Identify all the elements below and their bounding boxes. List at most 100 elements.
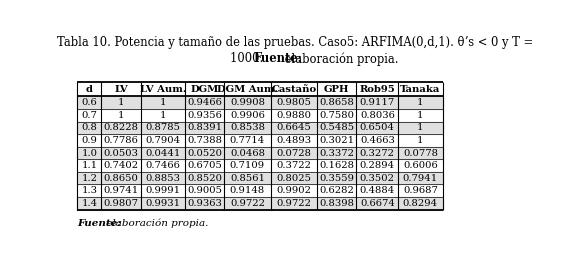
Text: 0.9722: 0.9722: [230, 199, 265, 208]
Text: 0.0468: 0.0468: [230, 148, 265, 157]
Text: 0.0728: 0.0728: [276, 148, 312, 157]
Text: 0.9931: 0.9931: [145, 199, 180, 208]
Text: 0.8294: 0.8294: [403, 199, 438, 208]
Text: 0.3021: 0.3021: [319, 136, 354, 145]
Text: 0.9741: 0.9741: [104, 186, 139, 195]
Text: 0.9722: 0.9722: [276, 199, 312, 208]
Text: 0.9148: 0.9148: [230, 186, 265, 195]
Text: Rob95: Rob95: [359, 85, 395, 94]
Text: 0.3272: 0.3272: [360, 148, 395, 157]
Text: 0.9363: 0.9363: [187, 199, 222, 208]
Text: 0.7466: 0.7466: [145, 161, 180, 170]
Text: 0.8650: 0.8650: [104, 174, 139, 183]
Text: 0.6282: 0.6282: [319, 186, 354, 195]
Text: 1: 1: [417, 98, 424, 107]
Text: LV Aum.: LV Aum.: [139, 85, 186, 94]
Text: 0.2894: 0.2894: [360, 161, 395, 170]
Text: 0.5485: 0.5485: [319, 123, 354, 132]
Text: DGM: DGM: [191, 85, 219, 94]
Text: 1.3: 1.3: [81, 186, 97, 195]
Text: 0.8036: 0.8036: [360, 111, 395, 120]
Text: 0.6: 0.6: [82, 98, 97, 107]
Text: 0.8853: 0.8853: [145, 174, 180, 183]
Text: Tabla 10. Potencia y tamaño de las pruebas. Caso5: ARFIMA(0,d,1). θʼs < 0 y T =: Tabla 10. Potencia y tamaño de las prueb…: [57, 36, 533, 49]
Text: 0.9807: 0.9807: [104, 199, 139, 208]
Bar: [77, 147, 442, 159]
Text: 0.7109: 0.7109: [230, 161, 265, 170]
Text: 0.6006: 0.6006: [403, 161, 438, 170]
Text: DGM Aum.: DGM Aum.: [217, 85, 278, 94]
Text: 1: 1: [118, 98, 124, 107]
Text: 0.9466: 0.9466: [187, 98, 222, 107]
Text: 0.9805: 0.9805: [276, 98, 312, 107]
Text: 0.9117: 0.9117: [360, 98, 395, 107]
Text: 0.8228: 0.8228: [104, 123, 139, 132]
Text: 0.9005: 0.9005: [187, 186, 222, 195]
Text: 1: 1: [417, 123, 424, 132]
Text: Fuente:: Fuente:: [77, 219, 122, 228]
Text: 1000. Fuente: elaboración propia.: 1000. Fuente: elaboración propia.: [195, 52, 395, 66]
Text: 0.0778: 0.0778: [403, 148, 438, 157]
Text: 0.9902: 0.9902: [276, 186, 312, 195]
Text: 1000.: 1000.: [230, 52, 267, 65]
Text: 1: 1: [118, 111, 124, 120]
Text: 0.7714: 0.7714: [230, 136, 265, 145]
Text: 0.4893: 0.4893: [276, 136, 312, 145]
Text: 0.0520: 0.0520: [187, 148, 222, 157]
Text: 0.8: 0.8: [81, 123, 97, 132]
Text: 1.4: 1.4: [81, 199, 97, 208]
Text: 0.9: 0.9: [81, 136, 97, 145]
Text: 0.7941: 0.7941: [403, 174, 438, 183]
Text: Fuente:: Fuente:: [254, 52, 303, 65]
Text: 0.1628: 0.1628: [319, 161, 354, 170]
Text: 0.7580: 0.7580: [319, 111, 354, 120]
Text: 1.2: 1.2: [81, 174, 97, 183]
Text: 0.6645: 0.6645: [276, 123, 311, 132]
Text: 0.9908: 0.9908: [230, 98, 265, 107]
Text: 1: 1: [160, 111, 166, 120]
Text: 0.8398: 0.8398: [319, 199, 354, 208]
Text: 0.8658: 0.8658: [319, 98, 354, 107]
Text: Tanaka: Tanaka: [400, 85, 441, 94]
Text: 0.8561: 0.8561: [230, 174, 265, 183]
Bar: [77, 122, 442, 134]
Text: 0.7: 0.7: [81, 111, 97, 120]
Text: 0.8520: 0.8520: [187, 174, 222, 183]
Bar: [77, 172, 442, 184]
Text: 1: 1: [417, 136, 424, 145]
Text: 0.8391: 0.8391: [187, 123, 222, 132]
Text: 0.7786: 0.7786: [104, 136, 139, 145]
Text: d: d: [86, 85, 93, 94]
Text: 0.9991: 0.9991: [145, 186, 180, 195]
Text: 0.8025: 0.8025: [276, 174, 312, 183]
Text: 0.9880: 0.9880: [276, 111, 312, 120]
Bar: [77, 97, 442, 109]
Text: 0.4884: 0.4884: [360, 186, 395, 195]
Text: 0.8538: 0.8538: [230, 123, 265, 132]
Text: 0.3559: 0.3559: [319, 174, 354, 183]
Text: 0.6705: 0.6705: [187, 161, 222, 170]
Text: 0.0503: 0.0503: [104, 148, 139, 157]
Text: 0.6674: 0.6674: [360, 199, 395, 208]
Text: 1.0: 1.0: [81, 148, 97, 157]
Text: 0.9906: 0.9906: [230, 111, 265, 120]
Text: 0.7388: 0.7388: [187, 136, 222, 145]
Text: 1: 1: [417, 111, 424, 120]
Bar: [77, 197, 442, 210]
Text: 1: 1: [160, 98, 166, 107]
Text: 0.3722: 0.3722: [276, 161, 312, 170]
Text: 0.3502: 0.3502: [360, 174, 395, 183]
Text: 0.6504: 0.6504: [360, 123, 395, 132]
Text: 0.8785: 0.8785: [145, 123, 180, 132]
Text: 0.7402: 0.7402: [104, 161, 139, 170]
Text: 0.3372: 0.3372: [319, 148, 354, 157]
Text: Castaño: Castaño: [271, 85, 316, 94]
Text: 0.0441: 0.0441: [145, 148, 180, 157]
Text: 1.1: 1.1: [81, 161, 97, 170]
Text: GPH: GPH: [324, 85, 350, 94]
Text: 0.7904: 0.7904: [145, 136, 180, 145]
Text: 0.4663: 0.4663: [360, 136, 395, 145]
Text: 0.9356: 0.9356: [187, 111, 222, 120]
Text: elaboración propia.: elaboración propia.: [103, 219, 209, 228]
Text: 0.9687: 0.9687: [403, 186, 438, 195]
